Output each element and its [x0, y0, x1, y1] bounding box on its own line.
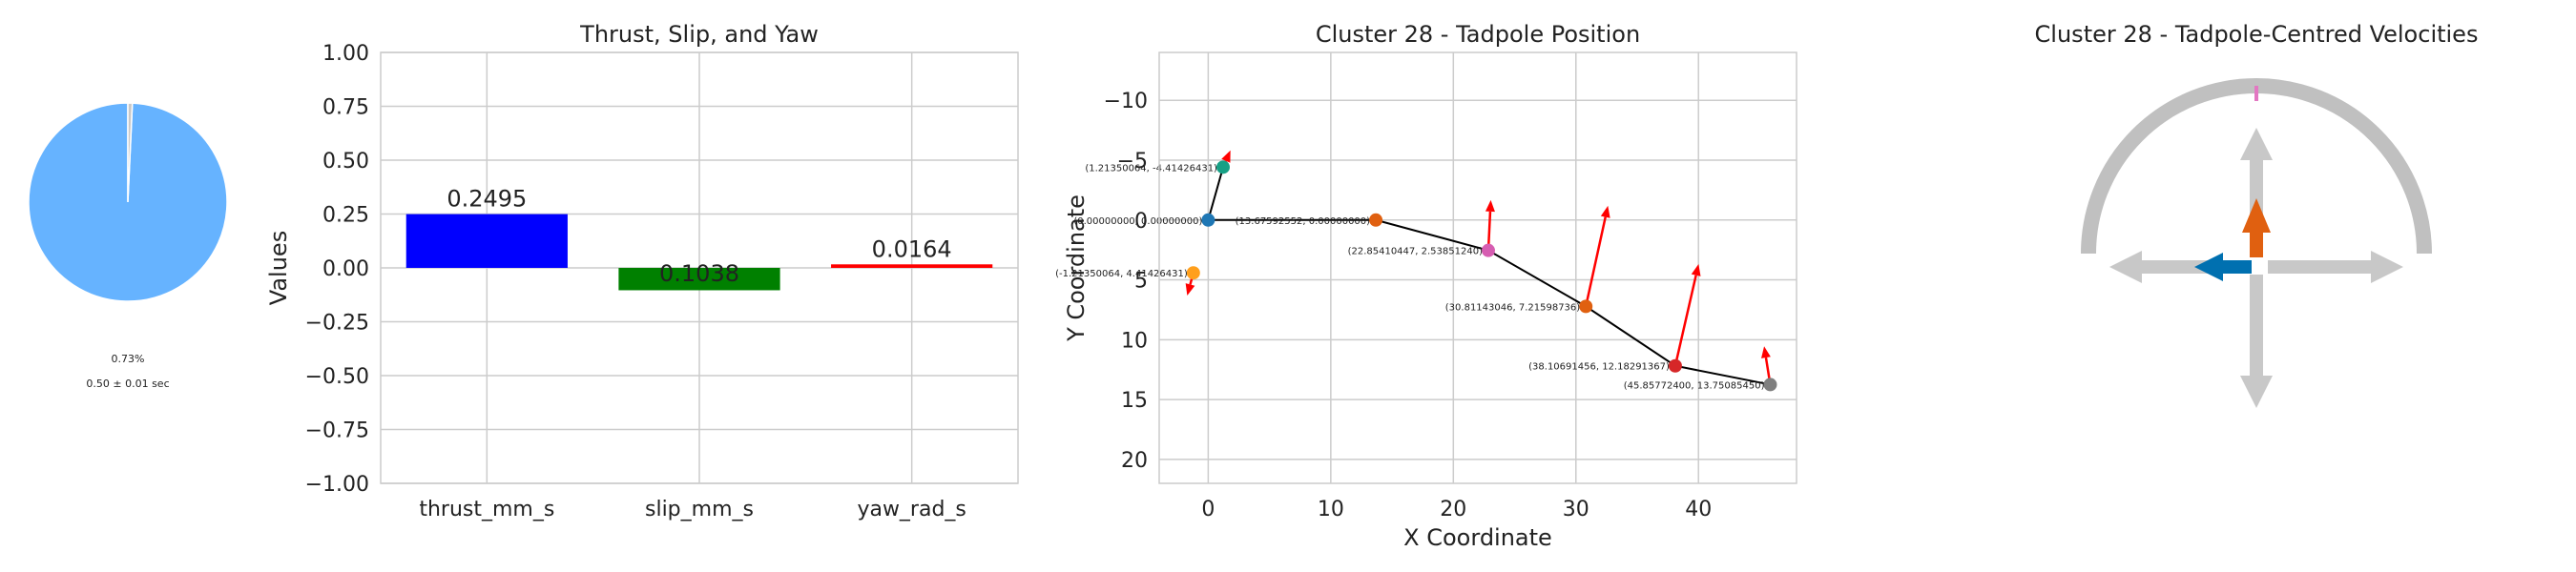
bar-y-tick-label: −0.25: [305, 312, 369, 336]
position-point: [1201, 213, 1215, 227]
position-point-label: (22.85410447, 2.53851240): [1348, 247, 1484, 257]
bar-slip_mm_s: [618, 268, 780, 291]
position-x-axis-label: X Coordinate: [1403, 524, 1552, 551]
velocity-arrow-head: [1221, 150, 1231, 163]
velocity-arrow-head: [1185, 283, 1195, 296]
position-y-tick-label: −10: [1104, 90, 1148, 113]
position-x-tick-label: 30: [1563, 498, 1589, 521]
pie-percent-label: 0.73%: [112, 353, 145, 365]
position-x-tick-label: 10: [1318, 498, 1344, 521]
pie-slices: [28, 102, 228, 302]
position-point: [1186, 266, 1200, 280]
position-point-label: (38.10691456, 12.18291367): [1528, 362, 1670, 373]
bar-y-tick-label: −0.50: [305, 365, 369, 389]
pie-slice-1: [127, 102, 134, 203]
bar-y-tick-label: −1.00: [305, 473, 369, 497]
bar-x-tick-label: yaw_rad_s: [857, 498, 966, 521]
bar-y-tick-label: 0.75: [322, 96, 369, 120]
trajectory-line: [1207, 167, 1771, 386]
bar-plot-frame: [380, 51, 1019, 484]
position-x-tick-label: 0: [1201, 498, 1215, 521]
velocity-arrow-shaft: [1584, 216, 1607, 307]
position-point: [1668, 358, 1682, 373]
bar-y-tick-label: 1.00: [322, 42, 369, 66]
position-point: [1369, 213, 1383, 227]
bar-y-axis-label: Values: [265, 231, 292, 305]
position-y-tick-label: 5: [1134, 270, 1148, 294]
position-grid: [1159, 52, 1797, 483]
position-y-tick-label: 10: [1121, 329, 1148, 353]
bar-data-label: 0.1038: [659, 260, 739, 287]
velocity-arrow-head: [1691, 264, 1701, 276]
compass-arrow-down: [2240, 275, 2273, 408]
position-x-tick-label: 40: [1685, 498, 1712, 521]
thrust-arrow: [2242, 198, 2271, 257]
position-path: [1207, 167, 1771, 386]
pie-panel: 0.73% 0.50 ± 0.01 sec: [28, 102, 228, 390]
pie-duration-label: 0.50 ± 0.01 sec: [86, 378, 169, 390]
position-point: [1763, 378, 1777, 392]
bar-y-tick-label: −0.75: [305, 419, 369, 443]
position-velocity-arrows: [1185, 150, 1772, 385]
bar-bars: 0.2495 0.1038 0.0164: [405, 186, 993, 291]
position-plot-frame: [1158, 51, 1797, 484]
velocity-arrow-head: [1600, 205, 1610, 218]
position-x-tick-label: 20: [1440, 498, 1466, 521]
position-point: [1481, 243, 1495, 257]
position-y-tick-label: 20: [1121, 449, 1148, 473]
bar-panel: Thrust, Slip, and Yaw 0.2495 0.1038 0.0164…: [265, 21, 1019, 521]
position-point: [1579, 299, 1593, 314]
position-point-label: (-1.21350064, 4.41426431): [1055, 269, 1188, 279]
position-y-tick-label: −5: [1117, 150, 1148, 174]
position-y-axis-label: Y Coordinate: [1063, 194, 1090, 342]
velocity-arrow-head: [1485, 199, 1495, 213]
position-ticks: 0 10 20 30 40 −10 −5 0 5 10 15 20: [1104, 90, 1713, 521]
bar-thrust_mm_s: [405, 214, 568, 268]
position-point-label: (45.85772400, 13.75085450): [1624, 380, 1765, 391]
bar-x-tick-label: thrust_mm_s: [419, 498, 554, 521]
position-y-tick-label: 15: [1121, 389, 1148, 413]
compass-arrow-right: [2268, 251, 2403, 283]
position-point-label: (1.21350064, -4.41426431): [1085, 163, 1217, 174]
position-panel: Cluster 28 - Tadpole Position (0.0000000…: [1055, 21, 1797, 551]
slip-arrow: [2194, 253, 2252, 281]
bar-y-tick-label: 0.00: [322, 257, 369, 281]
bar-data-label: 0.0164: [872, 235, 952, 262]
velocity-panel: Cluster 28 - Tadpole-Centred Velocities: [2035, 21, 2479, 408]
bar-yaw_rad_s: [831, 264, 993, 268]
velocity-chart-title: Cluster 28 - Tadpole-Centred Velocities: [2035, 21, 2479, 48]
bar-y-tick-label: 0.50: [322, 150, 369, 174]
position-point: [1215, 160, 1230, 174]
velocity-arrow-shaft: [1673, 275, 1697, 367]
position-chart-title: Cluster 28 - Tadpole Position: [1316, 21, 1640, 48]
position-point-label: (13.67592552, 0.00000000): [1236, 216, 1371, 227]
position-point-label: (0.00000000, 0.00000000): [1073, 216, 1202, 227]
bar-x-tick-label: slip_mm_s: [645, 498, 754, 521]
position-y-tick-label: 0: [1134, 210, 1148, 234]
bar-y-tick-label: 0.25: [322, 204, 369, 228]
bar-ticks: −1.00 −0.75 −0.50 −0.25 0.00 0.25 0.50 0.75 1.00…: [305, 42, 966, 521]
position-points: [1186, 160, 1777, 392]
position-point-labels: (0.00000000, 0.00000000) (1.21350064, -4.…: [1055, 163, 1764, 391]
velocity-arrow-head: [1761, 346, 1771, 358]
bar-data-label: 0.2495: [447, 186, 527, 213]
bar-chart-title: Thrust, Slip, and Yaw: [579, 21, 819, 48]
position-point-label: (30.81143046, 7.21598736): [1445, 302, 1581, 313]
